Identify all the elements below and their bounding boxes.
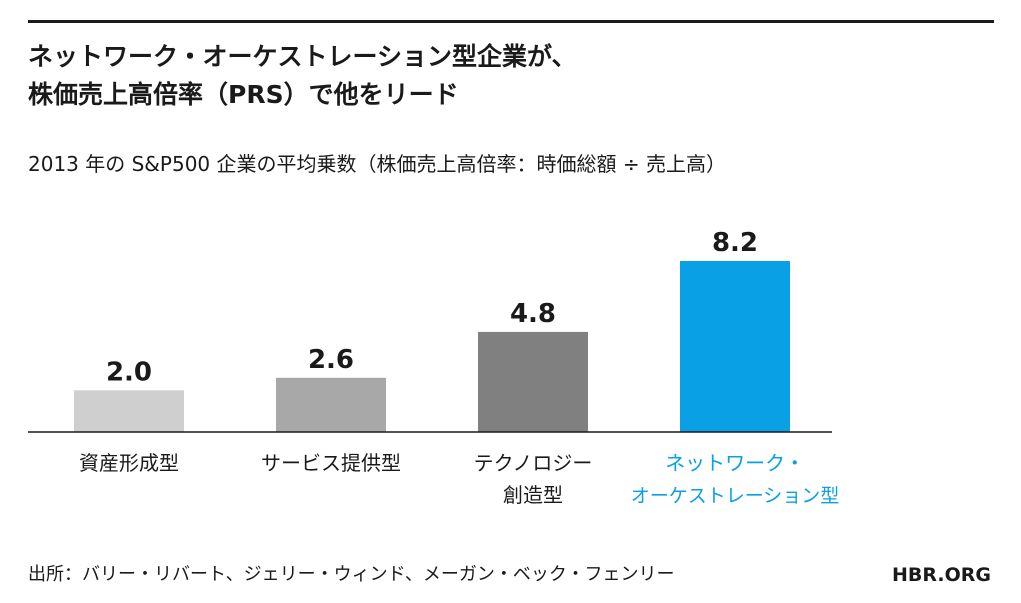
category-label-4-line-1: ネットワーク・ <box>665 451 805 475</box>
value-label-3: 4.8 <box>510 299 556 329</box>
top-rule <box>28 20 994 23</box>
category-label-2-line-1: サービス提供型 <box>261 451 401 475</box>
hbr-brand: HBR.ORG <box>892 564 991 586</box>
category-label-4-line-2: オーケストレーション型 <box>631 485 840 507</box>
title-line-1: ネットワーク・オーケストレーション型企業が、 <box>28 42 577 71</box>
bar-4 <box>680 261 790 432</box>
bar-1 <box>74 390 184 432</box>
chart-subtitle: 2013 年の S&P500 企業の平均乗数（株価売上高倍率：時価総額 ÷ 売上… <box>28 152 726 176</box>
title-line-2: 株価売上高倍率（PRS）で他をリード <box>28 80 459 109</box>
value-label-1: 2.0 <box>106 357 152 387</box>
source-note: 出所：バリー・リバート、ジェリー・ウィンド、メーガン・ベック・フェンリー <box>28 564 675 585</box>
value-label-4: 8.2 <box>712 228 758 258</box>
category-label-3-line-1: テクノロジー <box>474 451 593 475</box>
value-label-2: 2.6 <box>308 345 354 375</box>
category-label-3-line-2: 創造型 <box>503 483 563 507</box>
bar-2 <box>276 377 386 432</box>
category-label-1-line-1: 資産形成型 <box>79 451 179 475</box>
chart-title: ネットワーク・オーケストレーション型企業が、 株価売上高倍率（PRS）で他をリー… <box>28 38 577 114</box>
bar-3 <box>478 331 588 432</box>
